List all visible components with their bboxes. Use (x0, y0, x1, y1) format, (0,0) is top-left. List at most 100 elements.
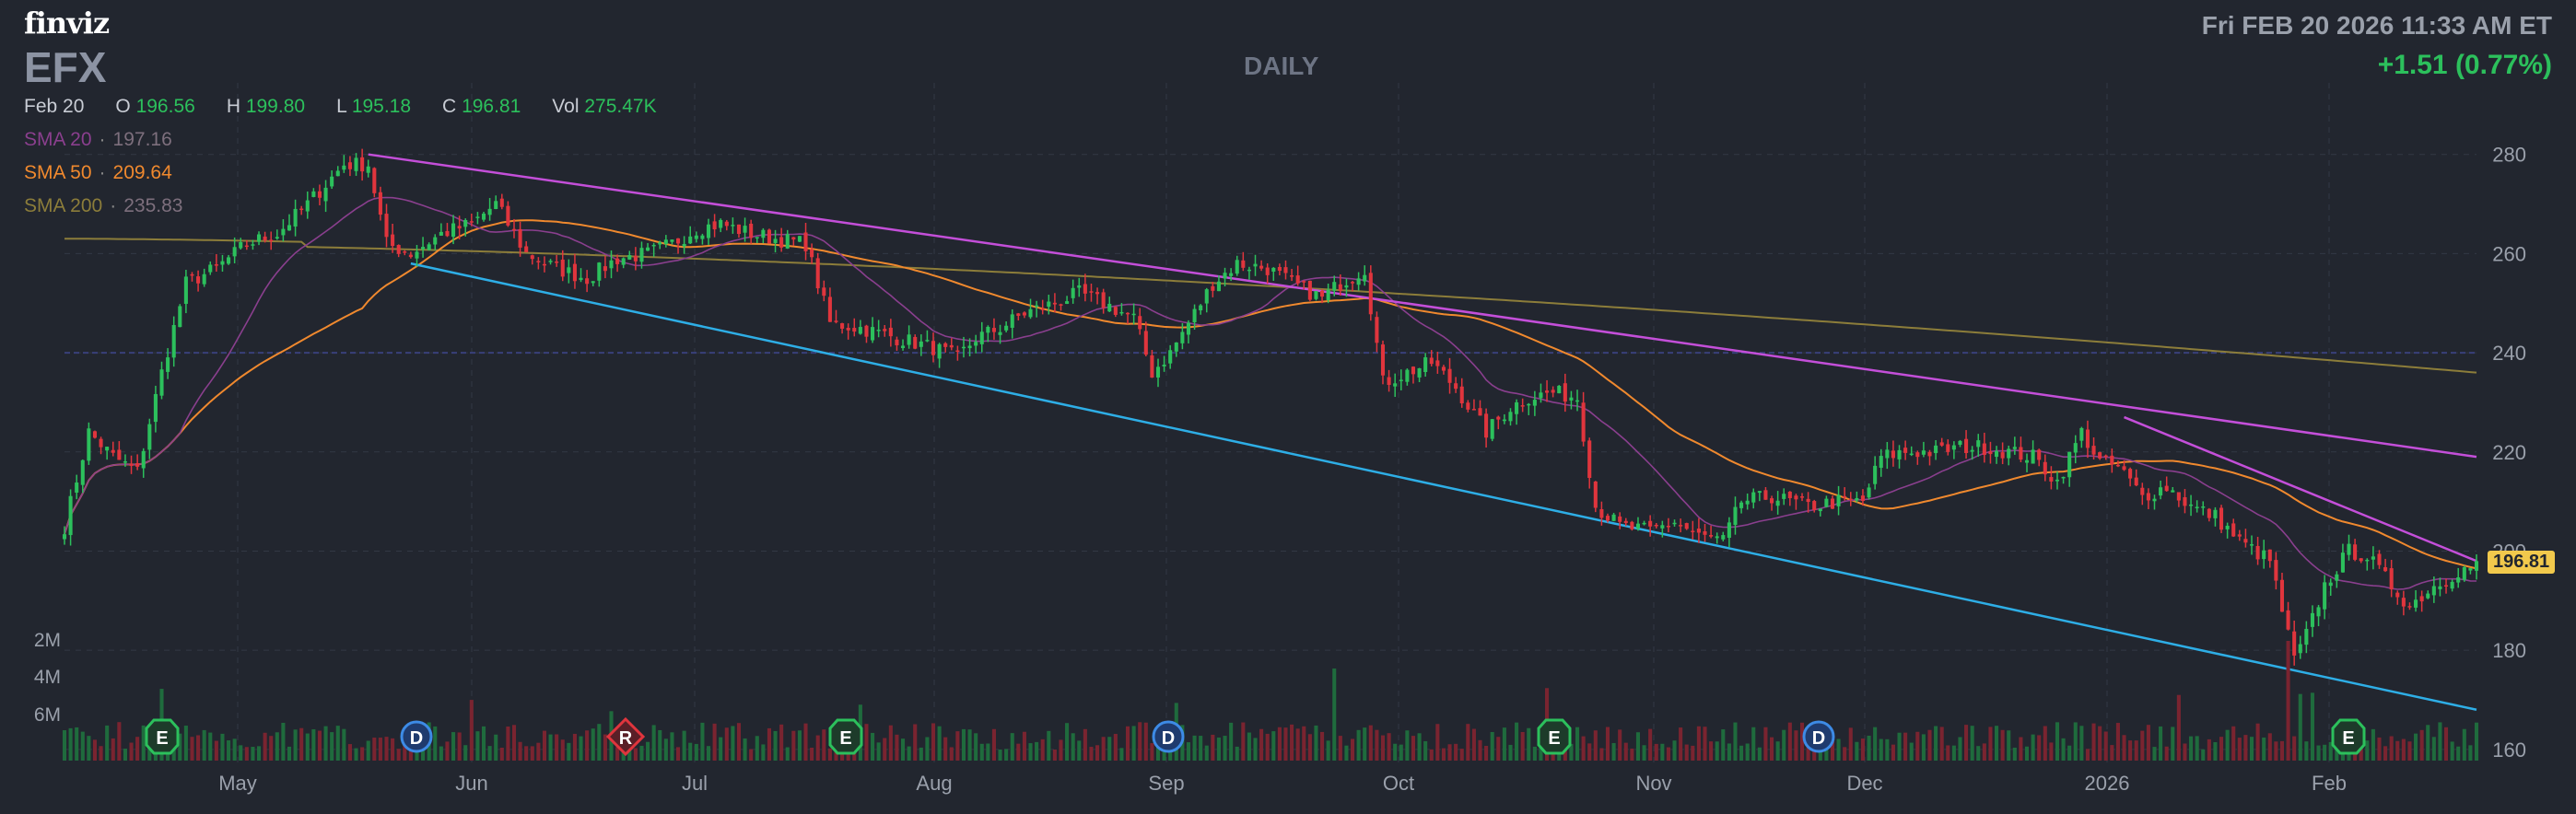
event-marker-dividend[interactable]: D (1802, 720, 1835, 753)
volume-bar (481, 726, 486, 761)
event-marker-dividend[interactable]: D (400, 720, 433, 753)
volume-bar (317, 730, 322, 761)
candle-body (524, 246, 529, 252)
candle-body (1131, 313, 1136, 316)
candle-body (323, 187, 328, 202)
candle-body (287, 225, 292, 231)
candle-body (1830, 498, 1835, 509)
volume-bar (2267, 733, 2272, 761)
volume-bar (591, 728, 595, 761)
volume-bar (937, 726, 942, 761)
candle-body (1623, 520, 1628, 524)
volume-bar (1490, 732, 1494, 761)
candle-body (1520, 405, 1525, 407)
candle-body (2031, 449, 2035, 464)
candle-body (2395, 592, 2400, 598)
candle-body (506, 205, 510, 226)
candle-body (147, 424, 152, 450)
volume-bar (2443, 727, 2449, 761)
candle-body (256, 234, 262, 242)
candle-body (317, 191, 322, 198)
candle-body (1721, 535, 1726, 540)
candle-body (1532, 400, 1537, 406)
volume-bar (615, 747, 620, 761)
event-marker-earnings[interactable]: E (1537, 718, 1572, 755)
volume-bar (2219, 737, 2224, 761)
sma-20-legend[interactable]: SMA 20 · 197.16 (24, 129, 172, 150)
candle-body (1909, 453, 1914, 456)
candle-body (1891, 450, 1895, 459)
candle-body (99, 438, 103, 448)
volume-bar (548, 734, 553, 761)
candle-body (991, 328, 996, 332)
event-marker-rating[interactable]: R (605, 716, 646, 757)
event-marker-dividend[interactable]: D (1152, 720, 1185, 753)
candle-body (2365, 559, 2370, 562)
candle-body (1733, 506, 1738, 526)
candle-body (1885, 449, 1890, 459)
volume-bar (986, 743, 990, 761)
candle-body (2110, 455, 2114, 465)
volume-bar (1770, 737, 1774, 761)
sma-20-line (64, 196, 2477, 590)
volume-bar (293, 729, 298, 761)
volume-bar (1532, 746, 1537, 761)
candle-body (2231, 523, 2236, 537)
candle-body (111, 449, 115, 453)
candle-body (1502, 419, 1506, 422)
event-marker-earnings[interactable]: E (828, 718, 863, 755)
volume-bar (1484, 745, 1489, 761)
candle-body (408, 254, 413, 258)
event-marker-earnings[interactable]: E (2331, 718, 2366, 755)
volume-bar (2255, 723, 2260, 761)
candle-body (913, 336, 918, 349)
volume-bar (1022, 731, 1026, 761)
volume-bar (1332, 669, 1337, 761)
candle-body (481, 214, 486, 220)
volume-bar (1782, 729, 1786, 761)
volume-bar (2189, 736, 2194, 761)
finviz-logo[interactable]: finviz (24, 6, 110, 41)
candle-body (1423, 357, 1428, 373)
ticker-symbol: EFX (24, 43, 107, 91)
candle-body (1879, 456, 1883, 469)
candle-body (1077, 285, 1082, 288)
candle-body (2091, 446, 2096, 455)
candle-body (214, 264, 218, 266)
volume-bar (506, 727, 510, 761)
volume-bar (1994, 726, 1999, 761)
volume-bar (2073, 722, 2078, 761)
volume-bar (530, 746, 534, 761)
volume-bar (1466, 724, 1470, 761)
volume-bar (87, 736, 91, 761)
volume-bar (1891, 744, 1895, 761)
volume-bar (919, 747, 923, 761)
volume-bar (1259, 728, 1264, 761)
x-tick-label: Oct (1383, 772, 1414, 795)
event-marker-earnings[interactable]: E (145, 718, 180, 755)
sma-200-legend[interactable]: SMA 200 · 235.83 (24, 195, 183, 216)
volume-bar (1703, 727, 1707, 761)
candle-body (2377, 553, 2382, 565)
candle-body (1010, 314, 1014, 328)
volume-bar (1429, 749, 1434, 761)
sma-50-legend[interactable]: SMA 50 · 209.64 (24, 162, 172, 183)
candle-body (347, 162, 352, 169)
candle-body (579, 277, 583, 281)
volume-bar (1623, 742, 1628, 761)
candle-body (1806, 498, 1810, 503)
candle-body (949, 344, 954, 348)
candle-body (487, 208, 492, 215)
volume-bar (1739, 745, 1744, 761)
dividend-icon (400, 720, 433, 753)
candle-body (2073, 443, 2078, 453)
volume-bar (2438, 722, 2442, 761)
candle-body (2152, 498, 2157, 502)
candle-body (105, 447, 110, 451)
candle-body (2316, 607, 2321, 617)
candle-body (2189, 504, 2194, 506)
candle-body (755, 237, 759, 238)
candle-body (2213, 509, 2218, 518)
volume-bar (1843, 747, 1847, 761)
volume-bar (330, 732, 334, 761)
